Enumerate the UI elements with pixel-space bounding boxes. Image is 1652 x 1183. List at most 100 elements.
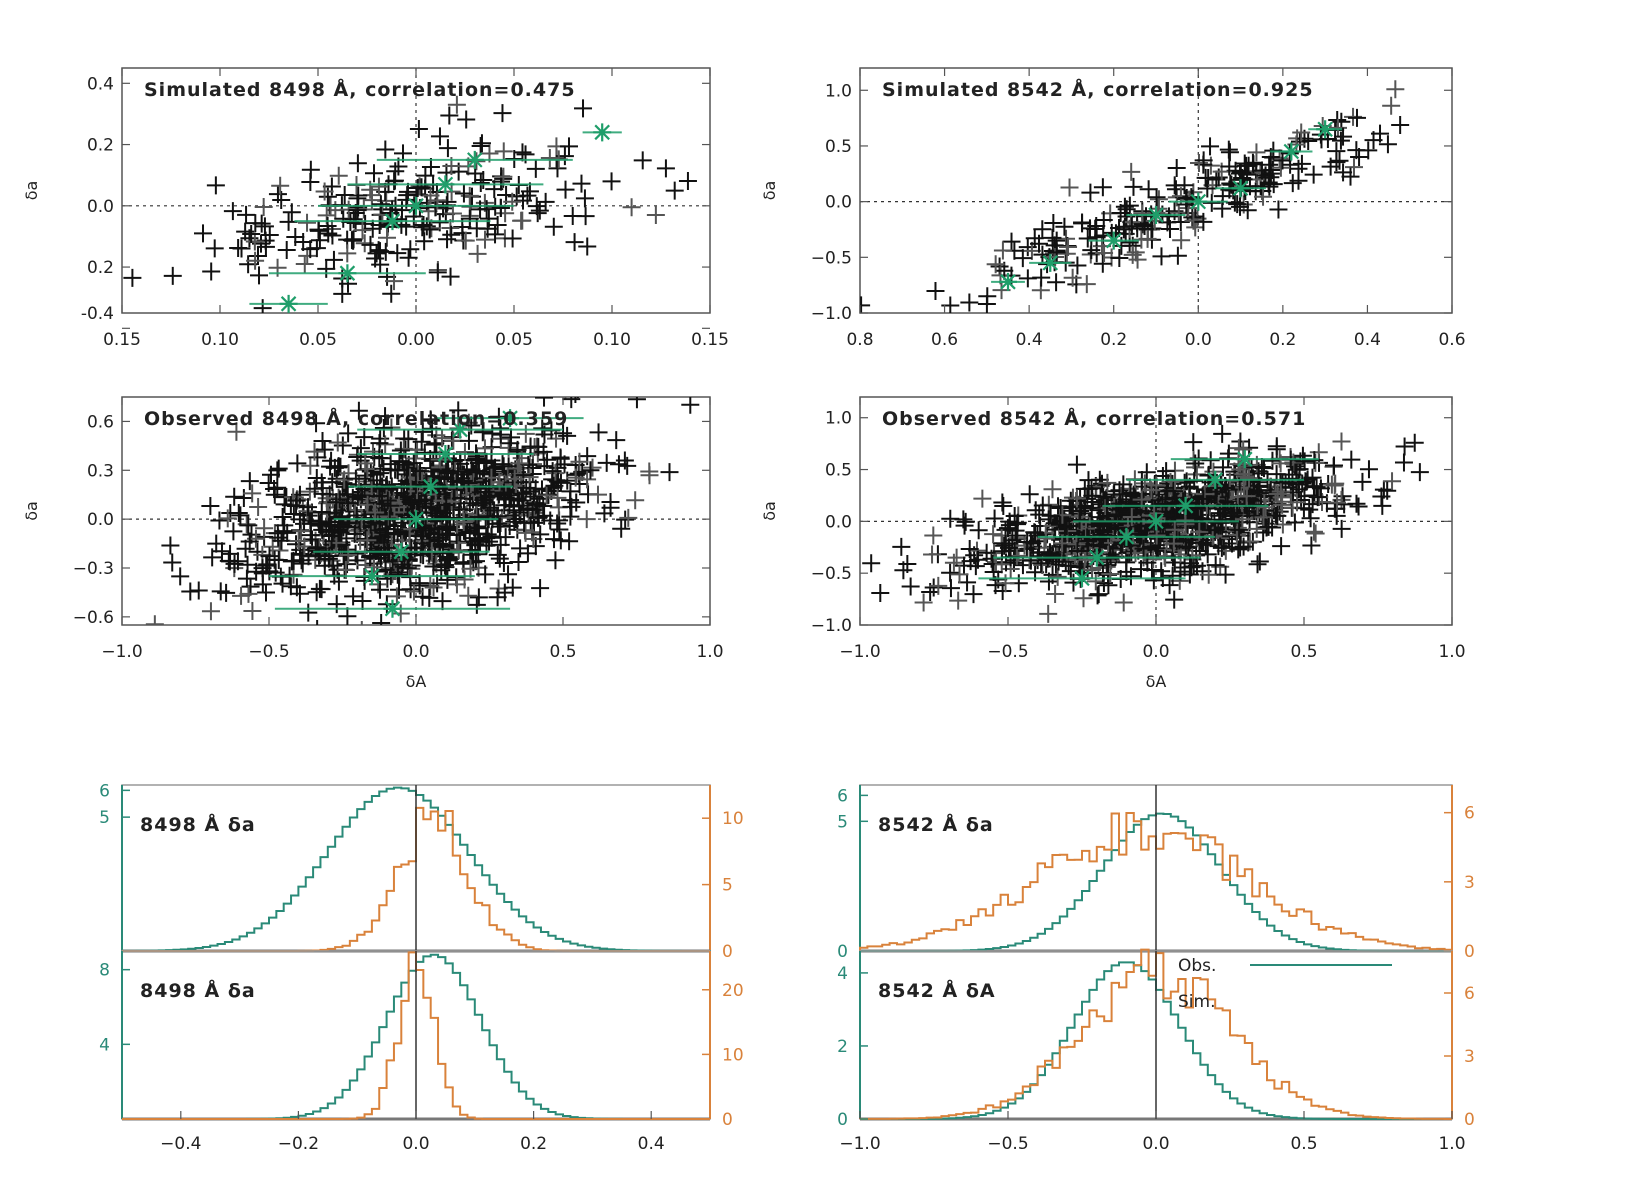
scatter-point <box>1325 456 1344 475</box>
scatter-point <box>581 461 600 480</box>
scatter-point <box>438 139 457 158</box>
scatter-point <box>413 534 432 553</box>
scatter-point <box>1238 201 1257 220</box>
y-tick-label: 0.5 <box>825 461 852 481</box>
scatter-point <box>1151 524 1170 543</box>
scatter-point <box>250 266 269 285</box>
scatter-point <box>229 504 248 523</box>
scatter-point <box>301 240 320 259</box>
scatter-point <box>1334 127 1353 146</box>
scatter-point <box>1248 555 1267 574</box>
scatter-point <box>515 513 534 532</box>
scatter-point <box>339 424 358 443</box>
scatter-point <box>223 202 242 221</box>
scatter-point <box>1055 518 1074 537</box>
scatter-point <box>977 543 996 562</box>
scatter-point <box>163 553 182 572</box>
scatter-point <box>348 551 367 570</box>
scatter-point <box>284 488 303 507</box>
scatter-point <box>1234 537 1253 556</box>
scatter-point <box>406 449 425 468</box>
scatter-point <box>519 455 538 474</box>
scatter-point <box>469 588 488 607</box>
x-tick-label: 0.05 <box>495 330 533 350</box>
scatter-point <box>355 428 374 447</box>
x-tick-label: 0.00 <box>397 330 435 350</box>
scatter-point <box>1184 433 1203 452</box>
scatter-point <box>338 485 357 504</box>
scatter-point <box>438 230 457 249</box>
scatter-point <box>1311 479 1330 498</box>
x-tick-label: −1.0 <box>101 642 142 662</box>
scatter-point <box>887 329 905 347</box>
scatter-point <box>1263 451 1282 470</box>
scatter-point <box>1068 256 1087 275</box>
scatter-point <box>531 579 550 598</box>
scatter-point <box>1349 497 1368 516</box>
scatter-point <box>1080 219 1099 238</box>
scatter-points <box>860 80 1410 347</box>
scatter-point <box>448 462 467 481</box>
scatter-point <box>941 563 960 582</box>
scatter-point <box>360 621 363 625</box>
scatter-point <box>335 185 354 204</box>
scatter-point <box>1230 520 1249 539</box>
scatter-point <box>964 585 983 604</box>
scatter-point <box>311 516 330 535</box>
binned-point <box>999 272 1017 291</box>
scatter-point <box>447 95 466 114</box>
scatter-point <box>1304 522 1323 541</box>
scatter-point <box>472 134 491 153</box>
scatter-point <box>1088 586 1107 605</box>
scatter-point <box>480 532 499 551</box>
scatter-point <box>255 519 274 538</box>
scatter-point <box>511 539 530 558</box>
scatter-point <box>249 498 268 517</box>
binned-point <box>593 123 612 142</box>
y-tick-label: −1.0 <box>811 616 852 636</box>
scatter-point <box>1234 440 1253 459</box>
scatter-point <box>240 532 259 551</box>
scatter-point <box>993 241 1012 260</box>
scatter-point <box>1124 177 1143 196</box>
right-tick-label: 3 <box>1464 873 1475 893</box>
scatter-point <box>1332 432 1351 451</box>
scatter-point <box>1082 498 1101 517</box>
scatter-point <box>205 239 224 258</box>
scatter-point <box>1307 478 1326 497</box>
scatter-point <box>601 492 620 511</box>
scatter-point <box>1228 195 1247 214</box>
left-tick-label: 6 <box>99 781 110 801</box>
scatter-point <box>231 506 250 525</box>
scatter-point <box>435 555 454 574</box>
scatter-point <box>588 485 607 504</box>
binned-point <box>501 409 520 428</box>
scatter-point <box>1139 180 1158 199</box>
scatter-point <box>227 422 246 441</box>
scatter-point <box>281 577 300 596</box>
scatter-point <box>1057 517 1076 536</box>
binned-point <box>407 510 425 529</box>
scatter-point <box>1189 154 1208 173</box>
scatter-point <box>577 510 596 529</box>
scatter-point <box>546 551 565 570</box>
scatter-point <box>503 229 522 248</box>
scatter-point <box>194 224 213 243</box>
scatter-point <box>277 241 296 260</box>
x-tick-label: 0.4 <box>1354 330 1381 350</box>
scatter-point <box>391 604 410 623</box>
scatter-point <box>1176 515 1195 534</box>
scatter-point <box>374 459 393 478</box>
scatter-point <box>1166 488 1185 507</box>
scatter-point <box>201 497 220 516</box>
scatter-point <box>376 407 395 426</box>
scatter-point <box>1221 504 1240 523</box>
scatter-point <box>494 457 513 476</box>
scatter-point <box>1129 524 1148 543</box>
scatter-point <box>1152 247 1171 266</box>
scatter-point <box>449 541 468 560</box>
scatter-point <box>597 453 616 472</box>
y-tick-label: 0.2 <box>87 258 114 278</box>
scatter-point <box>202 262 221 281</box>
scatter-point <box>398 186 417 205</box>
